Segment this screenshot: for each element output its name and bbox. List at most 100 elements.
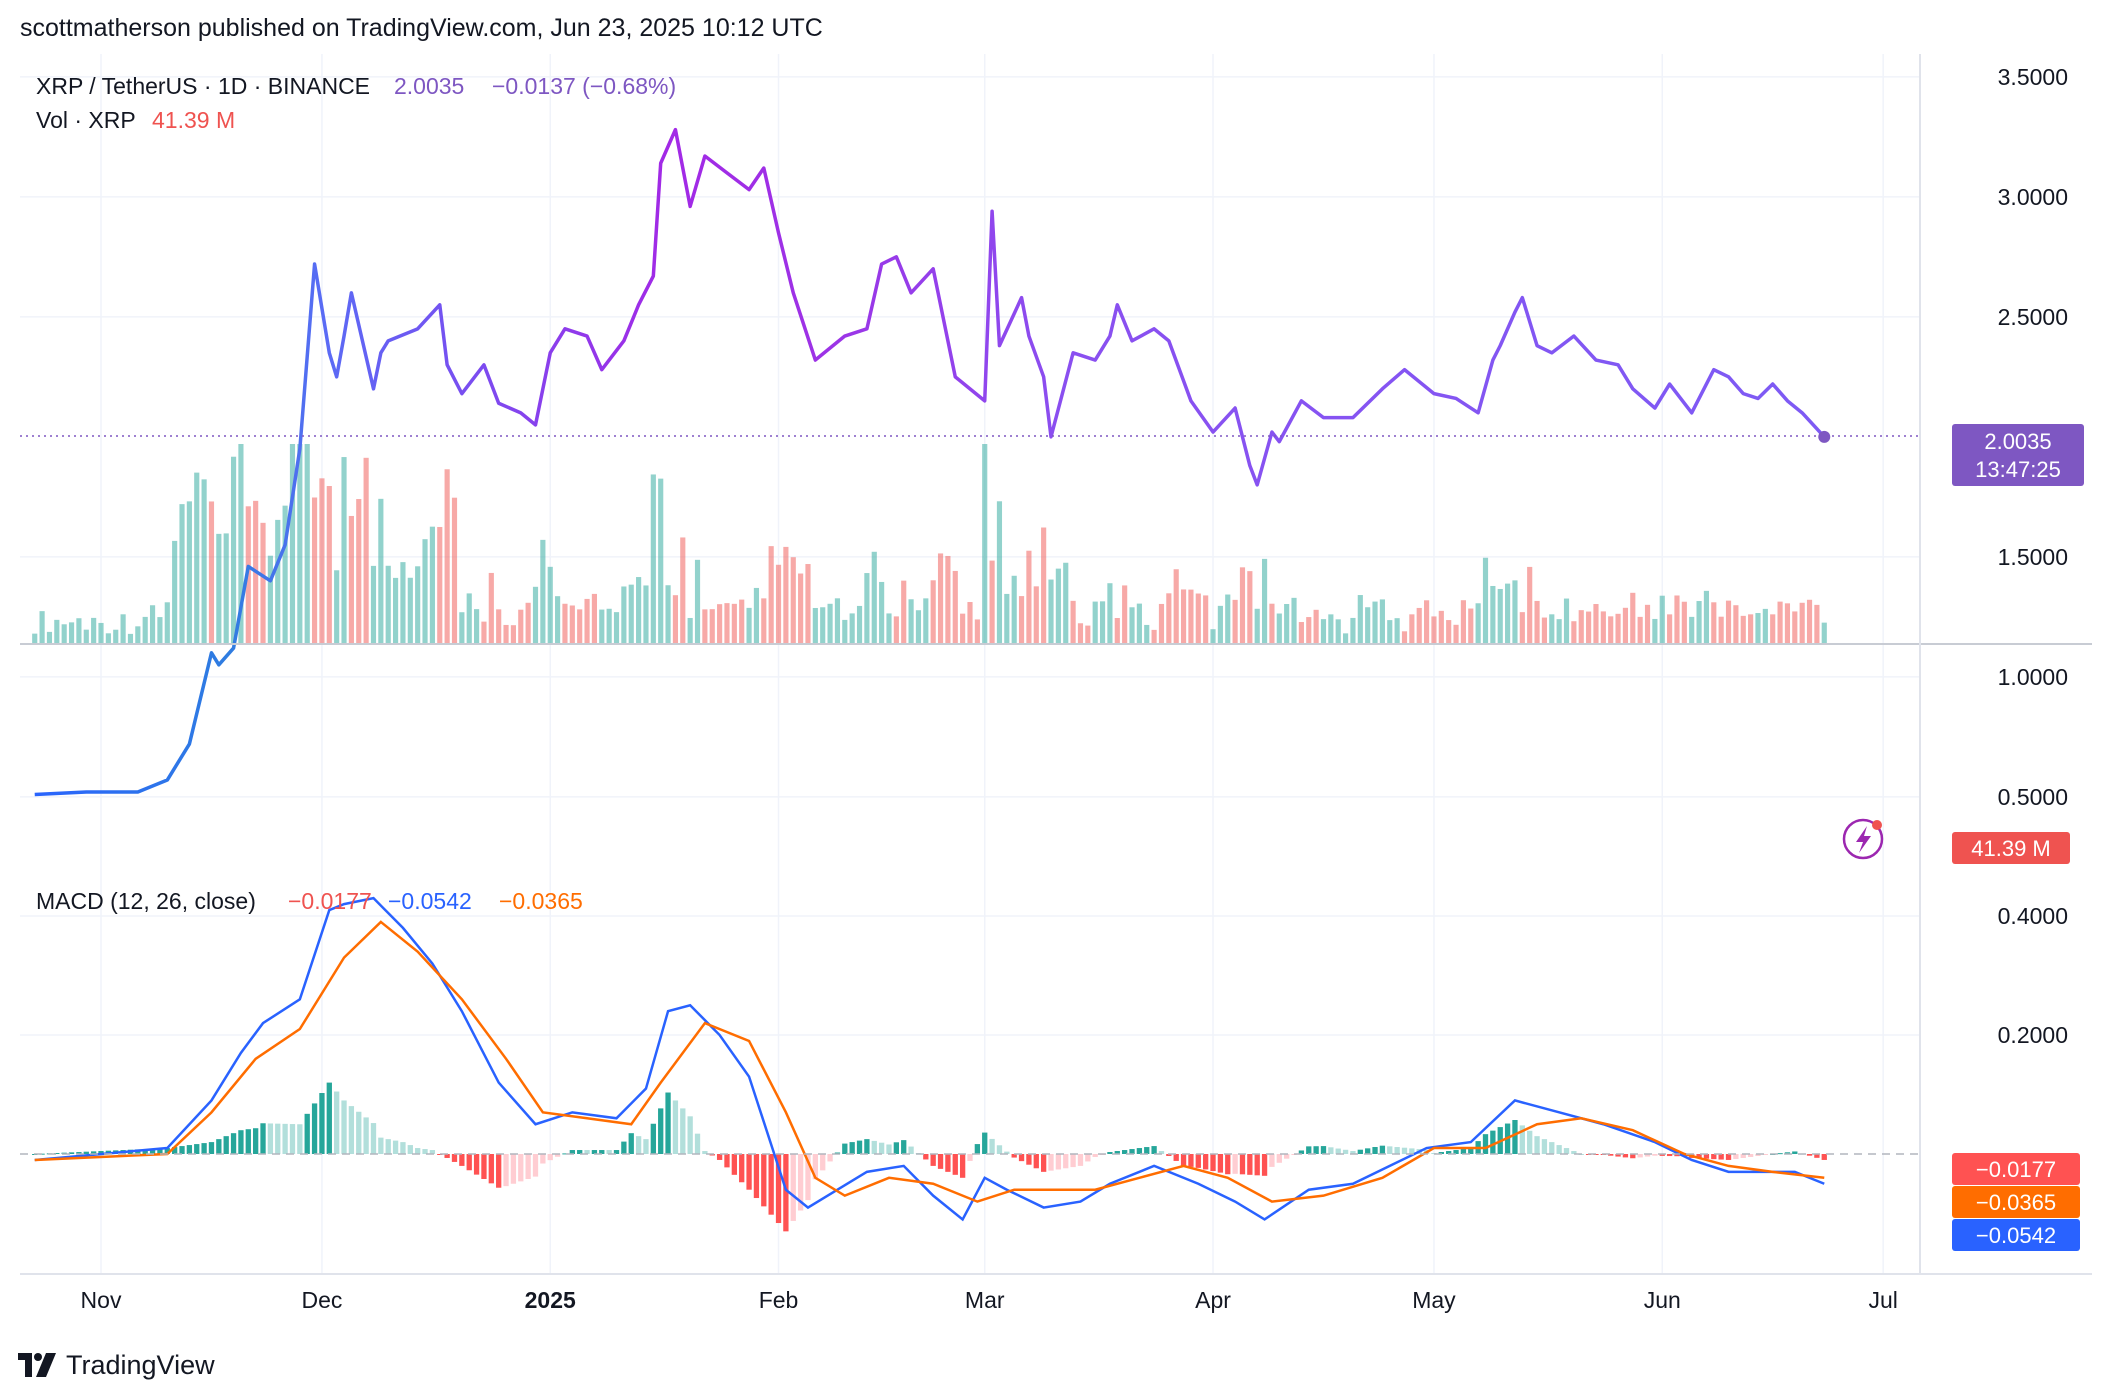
macd-hist-bar — [1519, 1125, 1525, 1154]
time-tick-label: Mar — [965, 1287, 1005, 1313]
volume-bar — [46, 631, 53, 644]
footer-brand[interactable]: TradingView — [66, 1349, 215, 1380]
macd-hist-bar — [466, 1154, 472, 1171]
macd-hist-bar — [1217, 1154, 1224, 1173]
macd-hist-bar — [311, 1103, 318, 1154]
macd-hist-bar — [1018, 1154, 1025, 1162]
volume-bar — [76, 618, 82, 644]
tradingview-logo-icon[interactable] — [18, 1353, 56, 1377]
volume-bar — [1541, 617, 1547, 644]
macd-line-badge: −0.0542 — [1952, 1219, 2080, 1251]
macd-hist-badge: −0.0177 — [1952, 1153, 2080, 1185]
volume-bar — [1313, 609, 1319, 644]
volume-bar — [238, 444, 244, 644]
macd-hist-bar — [201, 1143, 207, 1154]
macd-hist-bar — [363, 1117, 369, 1154]
macd-hist-bar — [1379, 1145, 1386, 1154]
macd-hist-bar — [1195, 1154, 1201, 1168]
legend-symbol[interactable]: XRP / TetherUS · 1D · BINANCE — [36, 73, 370, 99]
macd-hist-bar — [996, 1145, 1003, 1154]
volume-bar — [142, 616, 148, 644]
macd-line-badge-value: −0.0542 — [1976, 1223, 2056, 1248]
macd-hist-bar — [562, 1153, 568, 1155]
time-tick-label: Feb — [759, 1287, 799, 1313]
volume-bar — [1446, 620, 1452, 644]
macd-hist-bar — [1784, 1152, 1791, 1154]
macd-hist-bar — [90, 1151, 97, 1154]
signal-line — [34, 920, 1825, 1203]
volume-bar — [1217, 605, 1223, 644]
volume-bar — [842, 619, 848, 644]
volume-bar — [599, 609, 605, 644]
volume-bar — [1622, 607, 1629, 644]
macd-hist-bar — [1306, 1146, 1312, 1154]
volume-bar — [1394, 618, 1400, 644]
macd-hist-bar — [503, 1154, 509, 1187]
macd-hist-bar — [1644, 1154, 1651, 1157]
macd-hist-bar — [481, 1154, 487, 1179]
macd-hist-bar — [650, 1123, 656, 1154]
macd-hist-bar — [1453, 1150, 1459, 1154]
legend-volume-label[interactable]: Vol · XRP — [36, 107, 136, 133]
macd-hist-bar — [1357, 1149, 1363, 1154]
volume-bar — [1733, 605, 1739, 644]
macd-tick-label: 0.2000 — [1998, 1022, 2068, 1048]
macd-hist-bar — [282, 1123, 288, 1154]
macd-hist-bar — [687, 1116, 693, 1154]
axis-labels: 3.5000 3.0000 2.5000 1.5000 1.0000 0.5000 0.40… — [81, 64, 2068, 1313]
volume-bar — [216, 533, 222, 644]
volume-bar — [481, 621, 487, 644]
macd-hist-bar — [459, 1154, 465, 1166]
volume-bar — [393, 577, 399, 644]
volume-bar — [444, 469, 450, 644]
legend-macd-label[interactable]: MACD (12, 26, close) — [36, 888, 256, 914]
macd-hist-bar — [1549, 1142, 1555, 1154]
macd-hist-bar — [1534, 1136, 1540, 1154]
volume-bar — [1195, 593, 1201, 644]
volume-bar — [1821, 622, 1827, 644]
macd-hist-bar — [1040, 1154, 1047, 1172]
macd-hist-bar — [1107, 1152, 1113, 1154]
macd-hist-bar — [422, 1149, 428, 1154]
volume-bar — [1475, 603, 1481, 644]
volume-bar — [1600, 611, 1606, 644]
macd-hist-bar — [1085, 1154, 1091, 1162]
macd-hist-bar — [1313, 1146, 1319, 1154]
lightning-icon[interactable] — [1842, 818, 1884, 860]
macd-hist-bar — [731, 1154, 737, 1175]
macd-hist-bar — [1711, 1154, 1717, 1160]
macd-hist-bar — [1011, 1154, 1017, 1158]
chart-frame[interactable]: 3.5000 3.0000 2.5000 1.5000 1.0000 0.5000 0.40… — [20, 54, 2092, 1329]
macd-hist-bar — [775, 1154, 782, 1224]
volume-bar — [474, 609, 480, 644]
volume-bar — [105, 633, 111, 644]
volume-bar — [1556, 619, 1562, 644]
macd-hist-bar — [1092, 1154, 1098, 1157]
volume-bar — [724, 603, 730, 644]
volume-bar — [1563, 598, 1570, 644]
volume-bar — [297, 444, 303, 644]
volume-bar — [746, 607, 752, 644]
last-price-marker — [1818, 430, 1831, 443]
macd-hist-bar — [444, 1154, 450, 1158]
macd-hist-bar — [871, 1140, 877, 1154]
volume-bar — [974, 619, 980, 644]
macd-hist-bar — [297, 1124, 303, 1154]
macd-hist-bar — [400, 1142, 406, 1154]
macd-hist-bar — [768, 1154, 774, 1215]
volume-bar — [407, 577, 413, 644]
volume-bar — [606, 608, 612, 644]
macd-hist-bar — [1777, 1153, 1783, 1155]
macd-hist-bar — [1203, 1154, 1209, 1170]
volume-bar — [871, 551, 877, 644]
grid-lines — [20, 54, 1920, 1274]
macd-hist-bar — [230, 1133, 237, 1154]
volume-bar — [827, 603, 833, 644]
macd-hist-bar — [194, 1144, 200, 1154]
volume-bar — [1740, 615, 1746, 644]
chart-canvas[interactable]: 3.5000 3.0000 2.5000 1.5000 1.0000 0.5000 0.40… — [20, 54, 2092, 1329]
volume-bar — [1203, 595, 1209, 644]
macd-hist-bar — [577, 1150, 583, 1154]
macd-hist-bar — [54, 1153, 60, 1155]
volume-bar — [1350, 617, 1356, 644]
